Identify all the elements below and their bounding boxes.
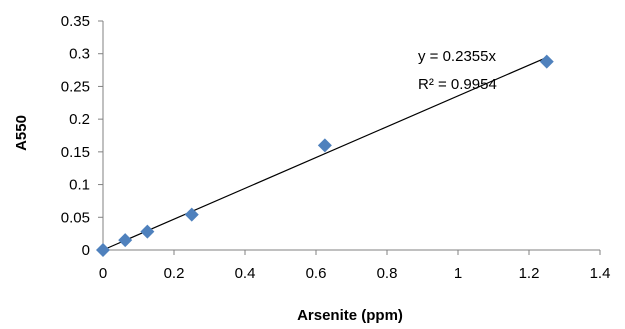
- y-tick-label: 0.35: [61, 13, 90, 30]
- x-tick-label: 0: [99, 265, 107, 282]
- x-tick-label: 0.2: [164, 265, 185, 282]
- y-tick-label: 0.15: [61, 144, 90, 161]
- y-tick-label: 0.3: [69, 46, 90, 63]
- y-tick-label: 0.1: [69, 177, 90, 194]
- trendline-r2: R² = 0.9954: [418, 76, 497, 93]
- axes: [98, 20, 601, 255]
- data-point-marker: [118, 233, 133, 248]
- y-tick-label: 0.05: [61, 209, 90, 226]
- x-tick-label: 1.2: [519, 265, 540, 282]
- y-axis-title: A550: [13, 115, 30, 151]
- y-tick-label: 0.2: [69, 111, 90, 128]
- y-tick-label: 0: [82, 242, 90, 259]
- data-point-marker: [184, 207, 199, 222]
- trendline-group: [102, 56, 547, 251]
- x-tick-label: 0.8: [377, 265, 398, 282]
- data-point-marker: [96, 243, 110, 257]
- data-point-marker: [317, 138, 332, 153]
- x-tick-label: 0.6: [306, 265, 327, 282]
- y-tick-labels: 0 0.05 0.1 0.15 0.2 0.25 0.3 0.35: [61, 13, 90, 259]
- trendline-equation: y = 0.2355x: [418, 48, 496, 65]
- y-tick-label: 0.25: [61, 78, 90, 95]
- x-tick-label: 0.4: [235, 265, 256, 282]
- x-tick-label: 1.4: [590, 265, 611, 282]
- x-tick-labels: 0 0.2 0.4 0.6 0.8 1 1.2 1.4: [99, 265, 611, 282]
- y-axis-label: A550: [13, 115, 30, 151]
- trendline: [102, 56, 547, 251]
- data-point-marker: [539, 54, 554, 69]
- x-tick-label: 1: [454, 265, 462, 282]
- data-points: [96, 54, 554, 257]
- data-point-marker: [140, 224, 155, 239]
- x-axis-label: Arsenite (ppm): [297, 307, 403, 324]
